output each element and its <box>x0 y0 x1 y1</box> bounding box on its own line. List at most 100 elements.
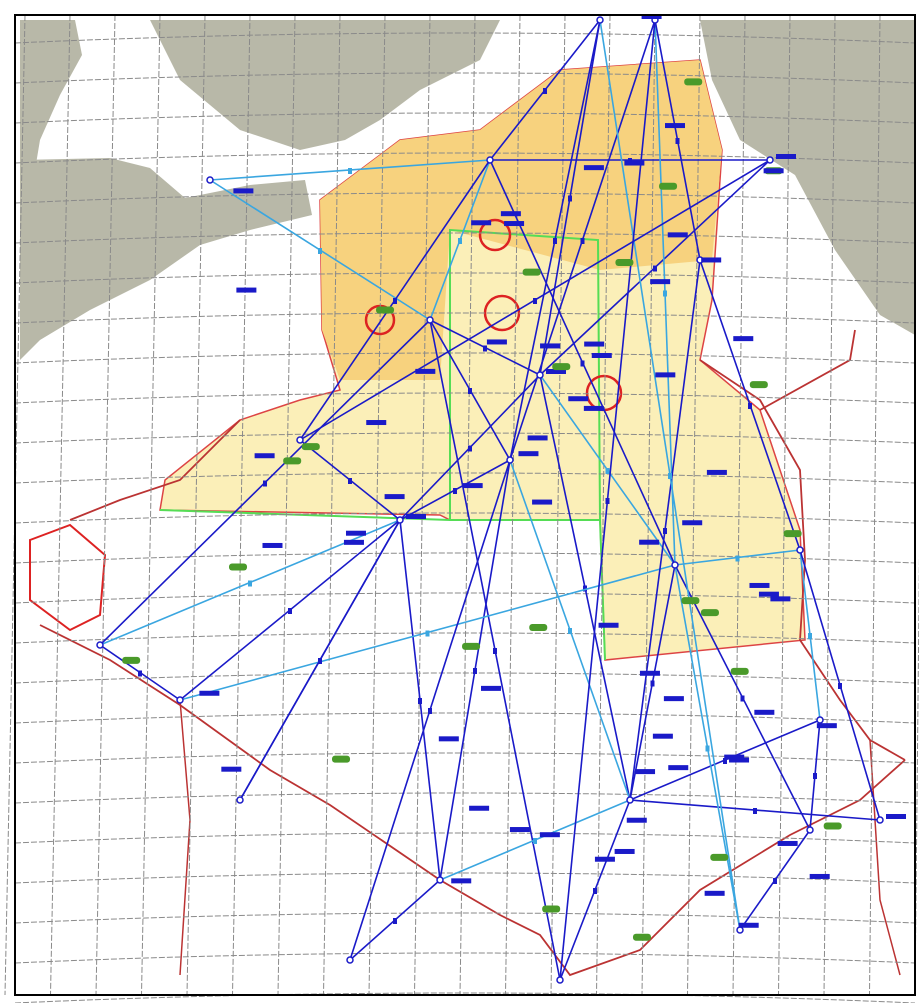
route-label <box>254 453 275 459</box>
route-label <box>527 435 548 441</box>
fix-label <box>700 609 719 617</box>
route-label <box>471 220 492 226</box>
waypoint <box>206 176 214 184</box>
route-label <box>816 723 837 729</box>
parallel <box>14 512 916 524</box>
parallel <box>14 112 916 124</box>
meridian <box>459 14 476 996</box>
parallel <box>14 872 916 884</box>
labels <box>122 14 906 941</box>
route-marker <box>663 290 667 297</box>
route-label <box>415 368 436 374</box>
route-label <box>655 372 676 378</box>
route-label <box>343 539 364 545</box>
route-label <box>451 878 472 884</box>
meridian <box>95 14 116 996</box>
land <box>20 20 82 220</box>
route-label <box>777 840 798 846</box>
meridian <box>50 14 71 996</box>
route-marker <box>773 878 777 884</box>
route-label <box>469 805 490 811</box>
route-label <box>591 352 612 358</box>
route-label <box>366 420 387 426</box>
route-label <box>594 856 615 862</box>
route-marker <box>753 808 757 814</box>
waypoint <box>556 976 564 984</box>
waypoint <box>596 16 604 24</box>
route-label <box>540 343 561 349</box>
route-label <box>738 922 759 928</box>
fix-label <box>332 755 351 763</box>
waypoint <box>671 561 679 569</box>
route-marker <box>605 498 610 504</box>
route-label <box>221 766 242 772</box>
route-label <box>504 221 525 227</box>
route-marker <box>580 238 585 244</box>
waypoint <box>626 796 634 804</box>
parallel <box>14 72 916 84</box>
route-label <box>770 596 791 602</box>
fix-label <box>783 530 802 538</box>
border <box>39 329 906 977</box>
fix-label <box>529 623 548 631</box>
route-label <box>626 817 647 823</box>
route-label <box>583 165 604 171</box>
route-marker <box>318 658 322 664</box>
parallel <box>14 672 916 684</box>
route-marker <box>583 585 587 592</box>
waypoint <box>766 156 774 164</box>
parallel <box>14 832 916 844</box>
waypoint <box>346 956 354 964</box>
parallel <box>14 392 916 404</box>
waypoint <box>176 696 184 704</box>
route-marker <box>748 403 752 409</box>
route-label <box>486 339 507 345</box>
fix-label <box>823 822 842 830</box>
parallel <box>14 632 916 644</box>
waypoint <box>436 876 444 884</box>
parallel <box>14 912 916 924</box>
route-label <box>584 341 605 347</box>
meridian <box>914 553 919 996</box>
waypoint <box>236 796 244 804</box>
route-label <box>652 733 673 739</box>
route-marker <box>425 630 430 637</box>
route-marker <box>568 628 572 634</box>
route-marker <box>138 670 142 677</box>
routes <box>96 16 884 984</box>
route-marker <box>568 195 572 202</box>
route-marker <box>605 468 610 474</box>
meridian <box>732 14 746 996</box>
fix-label <box>710 853 729 861</box>
route-label <box>724 754 745 760</box>
fix-label <box>730 667 749 675</box>
waypoint <box>806 826 814 834</box>
meridian <box>505 14 521 996</box>
route-label <box>480 685 501 691</box>
route-marker <box>813 773 817 779</box>
route-marker <box>483 345 487 352</box>
fix-label <box>749 381 768 389</box>
route-label <box>639 670 660 676</box>
meridian <box>641 14 656 996</box>
parallel <box>14 952 916 964</box>
route-marker <box>468 388 472 394</box>
route-marker <box>580 360 585 367</box>
route-label <box>749 582 770 588</box>
airspace-core <box>320 60 722 380</box>
route-marker <box>458 238 462 244</box>
route-label <box>639 539 660 545</box>
fix-label <box>122 656 141 664</box>
meridian <box>323 14 341 996</box>
parallel <box>14 992 916 1003</box>
route-marker <box>263 480 267 487</box>
route-label <box>665 123 686 129</box>
route-label <box>624 160 645 166</box>
waypoint <box>536 371 544 379</box>
route-marker <box>248 580 252 587</box>
fix-label <box>462 642 481 650</box>
route-label <box>706 469 727 475</box>
route-marker <box>723 758 727 764</box>
fix-label <box>542 905 561 913</box>
parallel <box>14 192 916 204</box>
